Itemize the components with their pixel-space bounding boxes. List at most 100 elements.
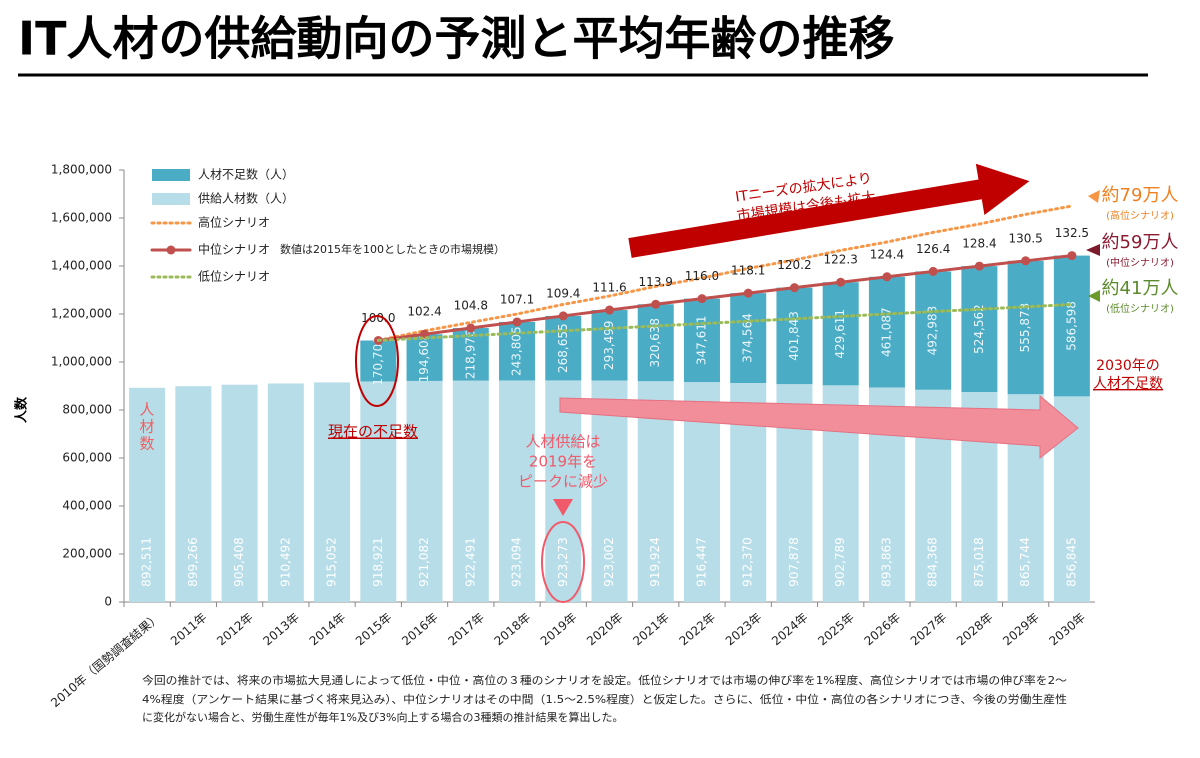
pointer	[1088, 190, 1100, 203]
y-tick-label: 1,400,000	[51, 259, 112, 273]
bar	[637, 304, 674, 382]
series-line	[376, 254, 1074, 342]
x-tick-label: 2023年	[723, 610, 765, 648]
legend-label: 低位シナリオ	[198, 269, 270, 284]
y-tick-label: 1,000,000	[51, 355, 112, 369]
annotation: 約59万人	[1102, 232, 1179, 253]
bar	[822, 282, 859, 386]
x-tick-label: 2016年	[399, 610, 441, 648]
data-label: 218,976	[463, 330, 477, 380]
legend-label: 人材不足数（人）	[198, 167, 294, 182]
footnote: 今回の推計では、将来の市場拡大見通しによって低位・中位・高位の３種のシナリオを設…	[142, 673, 1067, 687]
legend-label: 供給人材数（人）	[198, 191, 294, 206]
data-label: 892,511	[140, 537, 154, 587]
annotation: 2030年の	[1096, 358, 1160, 374]
index-label: 120.2	[777, 258, 811, 272]
annotation: 現在の不足数	[328, 423, 418, 441]
bar	[730, 293, 767, 384]
data-label: 524,562	[972, 304, 986, 354]
footnote: に変化がない場合と、労働生産性が毎年1%及び3%向上する場合の3種類の推計結果を…	[142, 710, 623, 724]
footnote: 4%程度（アンケート結果に基づく将来見込み）、中位シナリオはその中間（1.5～2…	[142, 692, 1067, 706]
bar	[915, 271, 952, 390]
annotation: 数	[139, 435, 154, 453]
annotation: 人	[139, 401, 154, 419]
index-label: 104.8	[454, 299, 488, 313]
data-label: 907,878	[787, 537, 801, 587]
data-label: 875,018	[972, 537, 986, 587]
data-label: 912,370	[741, 537, 755, 587]
data-label: 243,805	[510, 326, 524, 376]
annotation: (中位シナリオ)	[1106, 256, 1174, 269]
x-tick-label: 2018年	[492, 610, 534, 648]
data-label: 919,924	[648, 537, 662, 587]
x-tick-label: 2029年	[1000, 610, 1042, 648]
legend-swatch	[152, 193, 190, 205]
annotation: 人材不足数	[1093, 376, 1163, 392]
data-label: 856,845	[1064, 537, 1078, 587]
line-marker	[882, 272, 892, 282]
bar	[776, 287, 813, 385]
index-label: 130.5	[1008, 231, 1042, 245]
data-label: 921,082	[417, 537, 431, 587]
data-label: 902,789	[833, 537, 847, 587]
index-label: 118.1	[731, 264, 765, 278]
data-label: 461,087	[879, 307, 893, 357]
data-label: 923,094	[510, 537, 524, 587]
index-label: 116.0	[685, 269, 719, 283]
bar	[545, 380, 582, 602]
y-tick-label: 200,000	[62, 547, 112, 561]
line-marker	[1021, 256, 1031, 266]
data-label: 905,408	[232, 537, 246, 587]
legend-swatch	[152, 169, 190, 181]
data-label: 922,491	[463, 537, 477, 587]
legend-label: 中位シナリオ	[198, 242, 270, 257]
legend-label: 高位シナリオ	[198, 215, 270, 230]
highlight-ellipse	[541, 521, 585, 603]
bar	[545, 315, 582, 381]
x-tick-label: 2030年	[1046, 610, 1088, 648]
line-marker	[558, 311, 568, 321]
x-tick-label: 2019年	[538, 610, 580, 648]
decline-arrow	[559, 394, 1079, 460]
index-label: 111.6	[592, 281, 626, 295]
data-label: 268,655	[556, 323, 570, 373]
data-label: 899,266	[186, 537, 200, 587]
line-marker	[1067, 251, 1077, 261]
data-label: 910,492	[278, 537, 292, 587]
bar	[683, 298, 720, 383]
x-tick-label: 2011年	[168, 610, 210, 648]
bar	[129, 387, 166, 602]
line-marker	[605, 305, 614, 315]
data-label: 320,638	[648, 318, 662, 368]
series-line	[376, 204, 1074, 342]
annotation: 2019年を	[529, 453, 597, 471]
index-label: 102.4	[407, 305, 441, 319]
bar	[175, 386, 212, 602]
data-label: 293,499	[602, 320, 616, 370]
data-label: 492,983	[926, 306, 940, 356]
y-axis-label: 人数	[14, 396, 30, 423]
bar	[591, 380, 628, 602]
index-label: 109.4	[546, 286, 580, 300]
pointer	[1086, 244, 1100, 256]
data-label: 170,700	[371, 336, 385, 386]
x-tick-label: 2028年	[954, 610, 996, 648]
data-label: 923,273	[556, 537, 570, 587]
x-tick-label: 2013年	[260, 610, 302, 648]
x-tick-label: 2012年	[214, 610, 256, 648]
data-label: 916,447	[694, 537, 708, 587]
y-tick-label: 1,800,000	[51, 163, 112, 177]
data-label: 555,873	[1018, 303, 1032, 353]
pointer	[553, 499, 573, 516]
index-label: 113.9	[639, 275, 673, 289]
line-marker	[651, 299, 661, 309]
x-tick-label: 2017年	[445, 610, 487, 648]
data-label: 893,863	[879, 537, 893, 587]
x-tick-label: 2025年	[815, 610, 857, 648]
line-marker	[928, 266, 938, 276]
line-marker	[836, 277, 846, 287]
pointer	[1088, 290, 1100, 302]
index-label: 126.4	[916, 242, 950, 256]
